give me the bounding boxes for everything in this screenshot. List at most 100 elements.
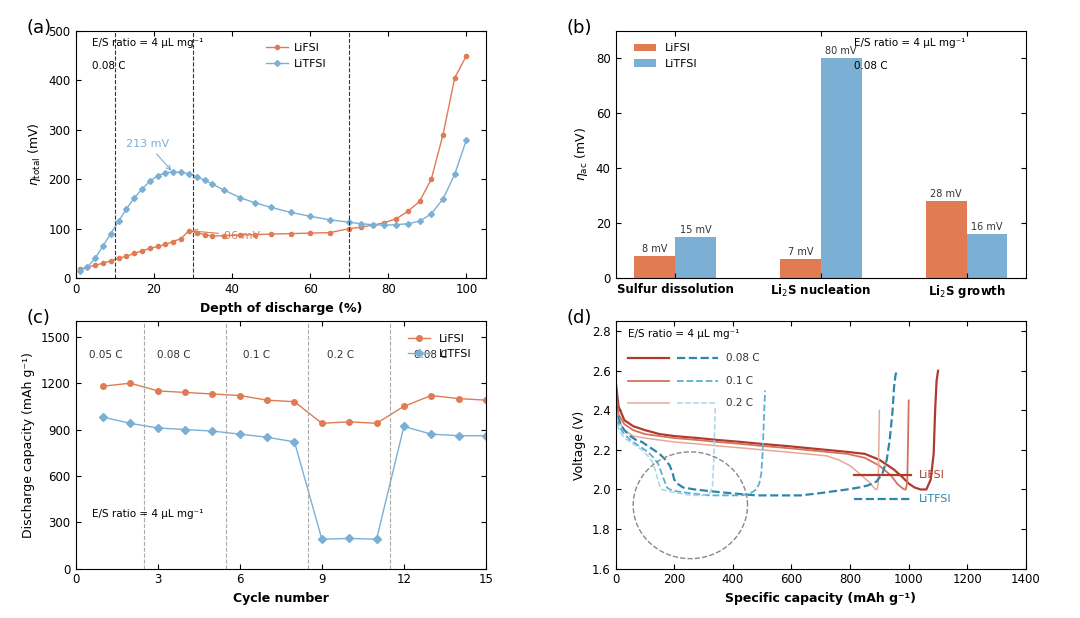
Text: 28 mV: 28 mV [930,189,962,199]
LiFSI [124,379,137,387]
Text: E/S ratio = 4 μL mg⁻¹: E/S ratio = 4 μL mg⁻¹ [92,38,203,48]
LiFSI [354,224,367,231]
Text: 0.05 C: 0.05 C [89,350,122,360]
Text: 0.1 C: 0.1 C [243,350,270,360]
LiFSI [120,253,133,260]
Text: (d): (d) [566,309,592,327]
Text: 8 mV: 8 mV [642,244,667,254]
LiTFSI [151,172,164,179]
LiTFSI [175,169,188,176]
LiFSI [265,231,278,238]
LiTFSI [480,432,492,439]
Text: 80 mV: 80 mV [825,46,856,56]
LiTFSI [284,209,297,216]
Bar [634,256,675,278]
Text: 0.1 C: 0.1 C [727,376,754,386]
Text: (c): (c) [26,309,51,327]
Bar [675,237,716,278]
LiTFSI [73,267,86,274]
LiTFSI [378,221,391,229]
LiTFSI [124,420,137,427]
LiTFSI [218,187,231,194]
LiFSI [136,247,149,255]
LiFSI [190,229,203,236]
Text: 0.2 C: 0.2 C [727,398,754,408]
LiTFSI [96,242,109,250]
LiFSI [159,241,172,248]
Text: 0.08 C: 0.08 C [92,61,125,70]
X-axis label: Cycle number: Cycle number [233,592,328,605]
LiFSI [390,215,403,222]
Line: LiFSI: LiFSI [78,54,469,271]
Text: E/S ratio = 4 μL mg⁻¹: E/S ratio = 4 μL mg⁻¹ [92,509,203,519]
Line: LiFSI: LiFSI [100,381,489,426]
LiTFSI [366,221,379,229]
LiFSI [96,260,109,267]
Line: LiTFSI: LiTFSI [78,138,469,273]
LiFSI [96,383,109,390]
LiFSI [248,231,261,239]
LiFSI [144,245,157,252]
LiFSI [448,74,461,82]
LiFSI [402,208,415,215]
LiFSI [342,225,355,232]
LiFSI [480,397,492,404]
LiTFSI [424,430,437,438]
LiTFSI [248,199,261,206]
LiFSI [260,397,273,404]
Text: 16 mV: 16 mV [971,222,1002,232]
LiTFSI [166,168,179,176]
LiFSI [315,420,328,427]
LiFSI [233,231,246,239]
Text: 0.08 C: 0.08 C [158,350,191,360]
LiTFSI [81,263,94,271]
Text: 0.2 C: 0.2 C [327,350,354,360]
Legend: LiFSI, LiTFSI: LiFSI, LiTFSI [630,39,702,74]
Text: 15 mV: 15 mV [679,225,712,235]
Bar [967,234,1008,278]
LiFSI [303,229,316,237]
LiTFSI [453,432,465,439]
Text: E/S ratio = 4 μL mg⁻¹: E/S ratio = 4 μL mg⁻¹ [853,38,966,48]
LiTFSI [260,434,273,441]
LiTFSI [342,219,355,226]
LiTFSI [370,535,383,543]
LiFSI [178,389,191,396]
LiFSI [342,418,355,425]
LiTFSI [354,220,367,227]
Y-axis label: Voltage (V): Voltage (V) [573,410,586,480]
Legend: LiFSI, LiTFSI: LiFSI, LiTFSI [404,329,476,364]
LiTFSI [413,218,426,225]
LiFSI [166,238,179,245]
LiTFSI [178,426,191,433]
Text: LiTFSI: LiTFSI [919,494,951,504]
LiTFSI [136,185,149,193]
LiFSI [436,131,449,138]
LiTFSI [448,171,461,178]
Text: 0.08 C: 0.08 C [853,61,888,70]
LiFSI [206,391,219,398]
LiTFSI [89,255,102,262]
Text: LiFSI: LiFSI [919,470,945,480]
LiTFSI [315,535,328,543]
Text: 0.08 C: 0.08 C [727,353,760,363]
LiTFSI [436,195,449,203]
LiTFSI [96,413,109,421]
Legend: LiFSI, LiTFSI: LiFSI, LiTFSI [261,39,332,74]
LiFSI [151,387,164,394]
LiFSI [206,232,219,240]
LiTFSI [323,216,336,224]
Y-axis label: $\eta_{\rm ac}$ (mV): $\eta_{\rm ac}$ (mV) [573,127,591,182]
Text: 213 mV: 213 mV [126,139,171,170]
LiFSI [288,398,301,405]
LiTFSI [112,218,125,225]
LiTFSI [390,221,403,229]
LiTFSI [190,173,203,180]
LiTFSI [397,423,410,430]
LiTFSI [198,177,211,184]
LiFSI [175,235,188,242]
LiFSI [81,263,94,271]
LiTFSI [288,438,301,446]
LiFSI [183,227,195,234]
LiTFSI [460,136,473,143]
